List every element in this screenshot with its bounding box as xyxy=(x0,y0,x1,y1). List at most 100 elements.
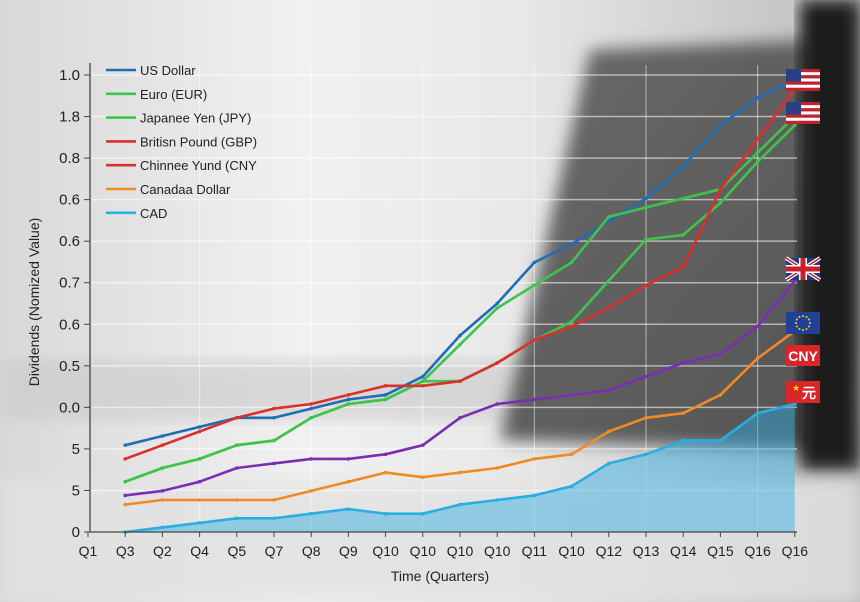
data-point xyxy=(532,260,537,265)
flag-stripe xyxy=(786,120,820,124)
legend-label: Euro (EUR) xyxy=(140,87,207,102)
data-point xyxy=(569,260,574,265)
data-point xyxy=(309,457,314,461)
flag-stripe xyxy=(786,84,820,88)
flag-star xyxy=(802,329,804,331)
data-point xyxy=(160,498,165,502)
data-point xyxy=(346,397,351,402)
data-point xyxy=(644,415,648,420)
legend-label: US Dollar xyxy=(140,63,196,78)
y-tick-label: 0.6 xyxy=(59,192,80,209)
data-point xyxy=(346,402,351,406)
y-tick-label: 1.8 xyxy=(59,109,80,126)
data-point xyxy=(755,160,760,164)
data-point xyxy=(197,521,202,525)
x-tick-label: Q14 xyxy=(670,543,697,559)
badge-text: 元 xyxy=(802,385,816,401)
data-point xyxy=(532,397,537,402)
x-tick-label: Q12 xyxy=(596,543,623,559)
data-point xyxy=(532,457,537,461)
data-point xyxy=(235,498,239,502)
flag-canton xyxy=(786,102,801,115)
data-point xyxy=(755,96,760,100)
data-point xyxy=(495,498,500,502)
flag-stripe xyxy=(786,105,820,109)
data-point xyxy=(681,164,685,169)
data-point xyxy=(718,351,723,356)
gridlines xyxy=(92,65,797,532)
x-tick-label: Q8 xyxy=(302,543,321,559)
data-point xyxy=(569,319,574,324)
x-tick-label: Q10 xyxy=(410,543,437,559)
x-tick-label: Q3 xyxy=(116,543,135,559)
y-tick-label: 0.8 xyxy=(59,150,80,167)
flag-stripe xyxy=(786,78,820,82)
data-point xyxy=(532,338,537,342)
data-point xyxy=(123,457,127,461)
flag-stripe xyxy=(786,87,820,91)
flag-stripe xyxy=(786,72,820,76)
data-point xyxy=(532,283,537,288)
flag-star xyxy=(802,315,804,317)
data-point xyxy=(235,443,239,447)
x-axis-label: Time (Quarters) xyxy=(391,568,489,584)
data-point xyxy=(421,511,425,516)
data-point xyxy=(197,479,202,484)
flag-stripe xyxy=(786,75,820,79)
data-point xyxy=(197,429,202,434)
data-point xyxy=(309,489,314,493)
eu-flag-icon xyxy=(786,312,820,334)
data-point xyxy=(458,470,462,475)
x-tick-label: Q10 xyxy=(558,543,585,559)
data-point xyxy=(123,502,127,507)
data-point xyxy=(607,388,611,393)
data-point xyxy=(458,415,462,420)
legend-label: Japanee Yen (JPY) xyxy=(140,111,251,126)
data-point xyxy=(681,233,685,237)
data-point xyxy=(160,489,165,493)
data-point xyxy=(383,470,388,475)
x-tick-label: Q16 xyxy=(744,543,771,559)
y-tick-label: 0.0 xyxy=(59,399,80,416)
data-point xyxy=(383,452,388,457)
flag-cross-h-red xyxy=(786,266,820,272)
data-point xyxy=(755,356,760,361)
x-tick-label: Q7 xyxy=(265,543,284,559)
data-point xyxy=(607,306,611,310)
data-point xyxy=(383,397,388,402)
x-tick-label: Q5 xyxy=(227,543,246,559)
data-point xyxy=(681,196,685,201)
data-point xyxy=(644,452,648,457)
data-point xyxy=(495,466,500,470)
data-point xyxy=(160,466,165,470)
y-tick-label: 0.6 xyxy=(59,233,80,250)
legend-label: CAD xyxy=(140,206,167,221)
end-badges: CNY ★ 元 xyxy=(784,69,822,403)
data-point xyxy=(160,434,165,438)
flag-star xyxy=(798,328,801,331)
data-point xyxy=(569,324,574,329)
y-axis-label: Dividends (Nomized Value) xyxy=(26,218,42,387)
data-point xyxy=(309,415,314,420)
data-point xyxy=(346,479,351,484)
series-lines xyxy=(123,77,797,534)
data-point xyxy=(644,237,648,242)
data-point xyxy=(718,123,723,128)
data-point xyxy=(346,507,351,511)
x-tick-label: Q10 xyxy=(484,543,511,559)
data-point xyxy=(197,425,202,429)
data-point xyxy=(569,393,574,397)
data-point xyxy=(421,374,425,379)
data-point xyxy=(272,415,276,420)
flag-field xyxy=(786,381,820,403)
data-point xyxy=(644,196,648,201)
flag-stripe xyxy=(786,117,820,121)
us-flag-icon xyxy=(786,102,820,124)
data-point xyxy=(197,498,202,502)
flag-canton xyxy=(786,69,801,82)
flag-stripe xyxy=(786,111,820,115)
data-point xyxy=(681,438,685,443)
data-point xyxy=(607,429,611,434)
data-point xyxy=(160,443,165,447)
x-tick-label: Q10 xyxy=(372,543,399,559)
